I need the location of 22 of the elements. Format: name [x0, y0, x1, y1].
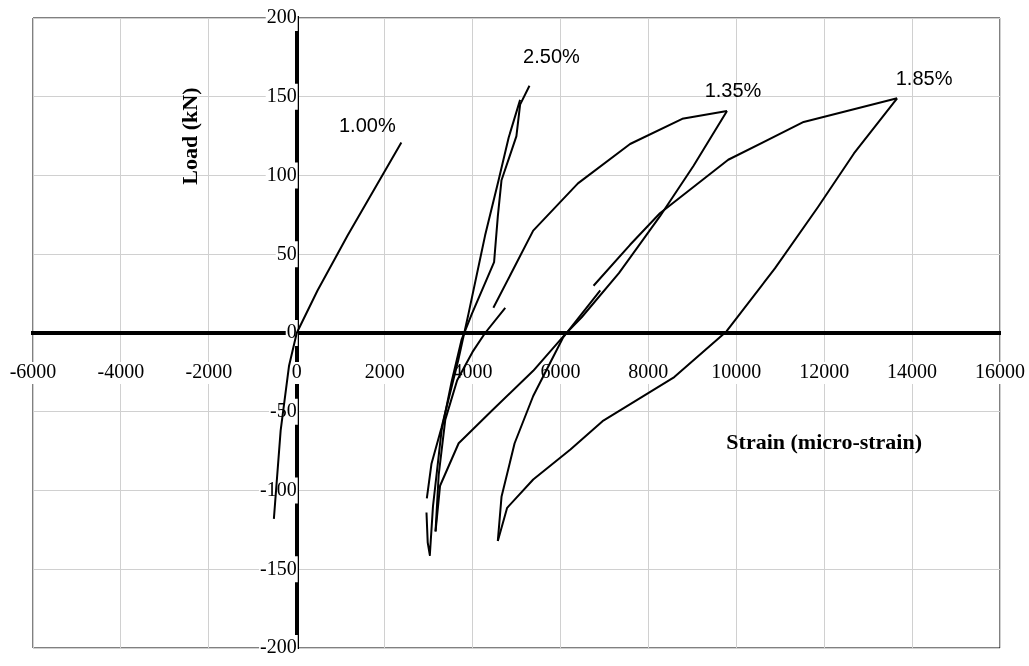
y-tick-label: 200: [266, 5, 297, 28]
y-axis-title: Load (kN): [176, 87, 202, 185]
x-tick-label: 12000: [799, 360, 850, 383]
y-tick-label: 50: [276, 241, 297, 264]
series-label: 1.85%: [895, 66, 953, 89]
series-label: 1.35%: [704, 79, 762, 102]
x-tick-label: -4000: [97, 360, 145, 383]
x-tick-label: 10000: [711, 360, 762, 383]
y-tick-label: 150: [266, 84, 297, 106]
x-tick-label: 8000: [628, 360, 669, 383]
x-tick-label: -6000: [9, 360, 57, 383]
y-tick-label: -200: [260, 635, 297, 658]
x-tick-label: 2000: [364, 360, 405, 383]
y-tick-label: -150: [260, 556, 297, 579]
x-tick-label: 16000: [975, 360, 1025, 383]
y-tick-label: 0: [286, 320, 297, 343]
x-axis-title: Strain (micro-strain): [726, 428, 923, 454]
x-tick-label: -2000: [185, 360, 233, 383]
x-tick-label: 14000: [887, 360, 938, 383]
series-label: 2.50%: [523, 45, 581, 68]
series-label: 1.00%: [338, 113, 396, 136]
y-tick-label: 100: [266, 162, 297, 185]
